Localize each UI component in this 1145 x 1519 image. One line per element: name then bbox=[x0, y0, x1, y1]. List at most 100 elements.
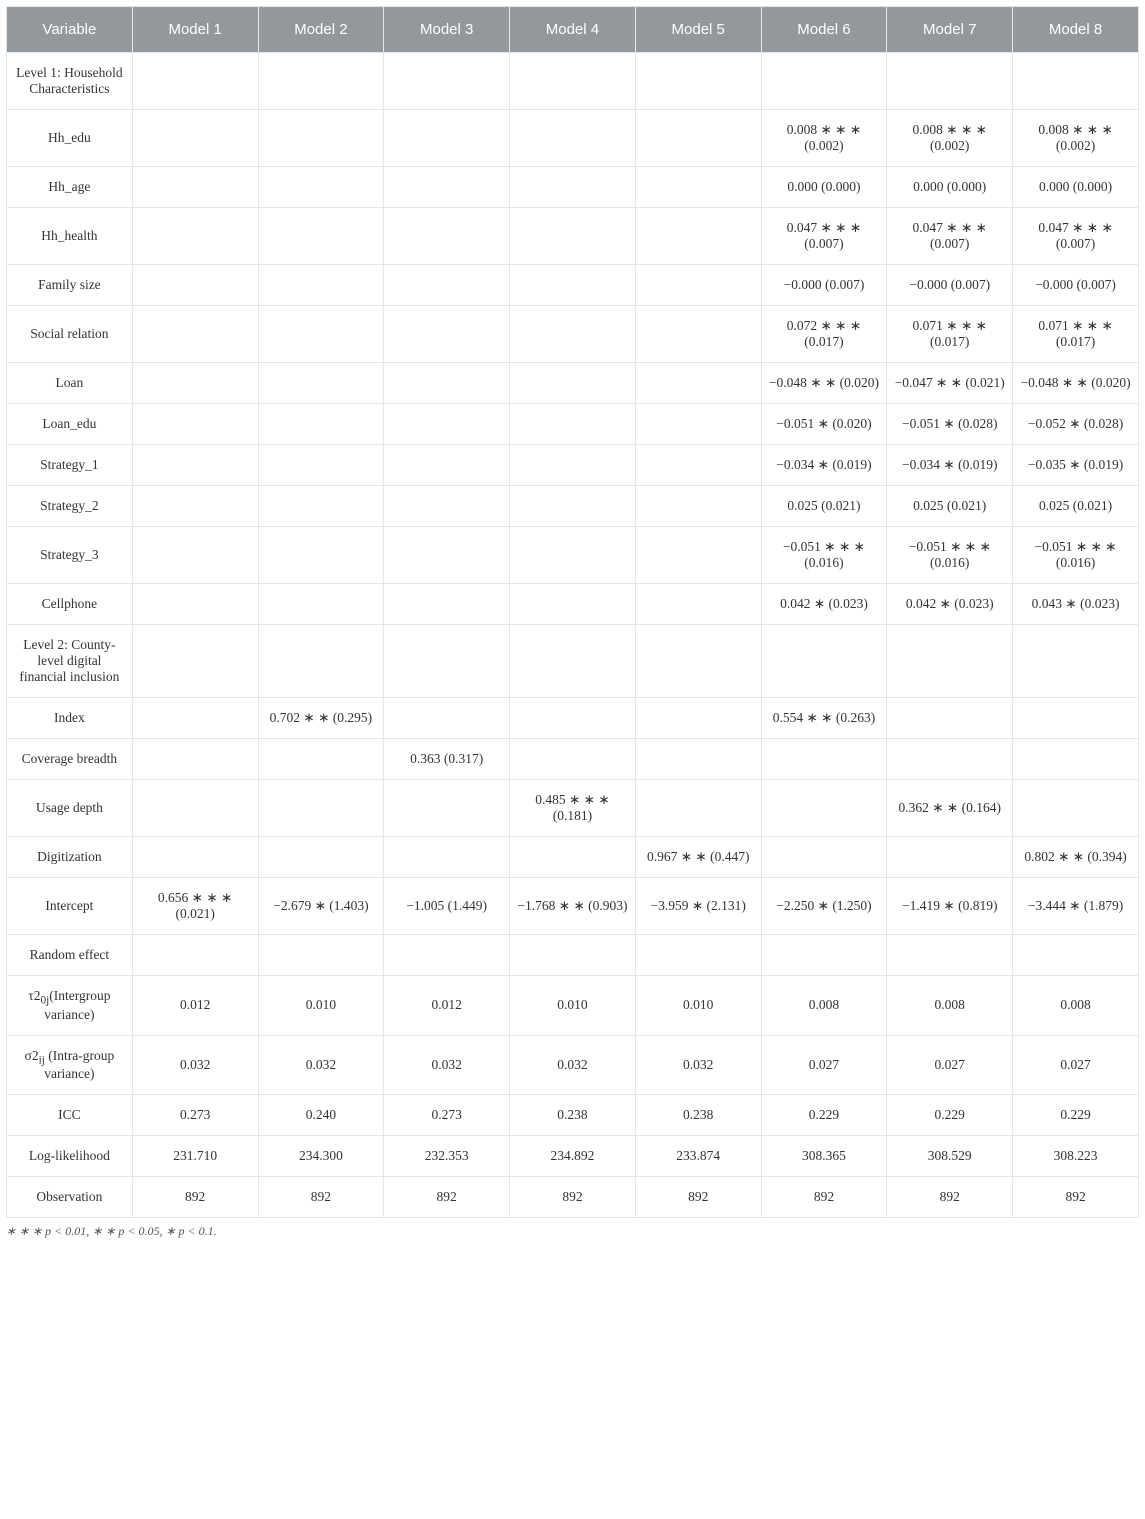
cell-value: −0.047 ∗ ∗ (0.021) bbox=[887, 363, 1013, 404]
cell-value: 0.032 bbox=[258, 1035, 384, 1095]
cell-value: 0.008 ∗ ∗ ∗ (0.002) bbox=[761, 110, 887, 167]
cell-value: 0.008 bbox=[1013, 976, 1139, 1036]
cell-value: 0.032 bbox=[510, 1035, 636, 1095]
cell-value bbox=[258, 486, 384, 527]
table-row: Log-likelihood231.710234.300232.353234.8… bbox=[7, 1136, 1139, 1177]
table-row: Strategy_3−0.051 ∗ ∗ ∗ (0.016)−0.051 ∗ ∗… bbox=[7, 527, 1139, 584]
cell-value bbox=[258, 739, 384, 780]
cell-value bbox=[510, 739, 636, 780]
cell-value: 0.238 bbox=[510, 1095, 636, 1136]
cell-value bbox=[887, 698, 1013, 739]
cell-value: −3.959 ∗ (2.131) bbox=[635, 878, 761, 935]
cell-value: 0.012 bbox=[384, 976, 510, 1036]
cell-value: −0.051 ∗ ∗ ∗ (0.016) bbox=[761, 527, 887, 584]
cell-value: −0.000 (0.007) bbox=[887, 265, 1013, 306]
cell-value bbox=[510, 306, 636, 363]
cell-value bbox=[258, 780, 384, 837]
cell-value: 0.027 bbox=[761, 1035, 887, 1095]
cell-value bbox=[1013, 935, 1139, 976]
row-label: Strategy_1 bbox=[7, 445, 133, 486]
row-label: Strategy_2 bbox=[7, 486, 133, 527]
cell-value: 0.032 bbox=[132, 1035, 258, 1095]
cell-value bbox=[761, 837, 887, 878]
row-label: Observation bbox=[7, 1177, 133, 1218]
cell-value: 0.802 ∗ ∗ (0.394) bbox=[1013, 837, 1139, 878]
cell-value bbox=[384, 167, 510, 208]
cell-value bbox=[635, 527, 761, 584]
cell-value: 0.047 ∗ ∗ ∗ (0.007) bbox=[1013, 208, 1139, 265]
col-model-8: Model 8 bbox=[1013, 7, 1139, 53]
cell-value: 892 bbox=[887, 1177, 1013, 1218]
cell-value: −0.034 ∗ (0.019) bbox=[887, 445, 1013, 486]
table-row: Level 1: Household Characteristics bbox=[7, 53, 1139, 110]
cell-value bbox=[132, 363, 258, 404]
cell-value bbox=[384, 935, 510, 976]
cell-value bbox=[635, 780, 761, 837]
cell-value bbox=[258, 265, 384, 306]
cell-value bbox=[635, 363, 761, 404]
cell-value bbox=[635, 167, 761, 208]
cell-value: 231.710 bbox=[132, 1136, 258, 1177]
cell-value bbox=[384, 445, 510, 486]
table-row: Strategy_20.025 (0.021)0.025 (0.021)0.02… bbox=[7, 486, 1139, 527]
cell-value bbox=[635, 739, 761, 780]
cell-value bbox=[510, 404, 636, 445]
cell-value bbox=[510, 208, 636, 265]
cell-value bbox=[132, 404, 258, 445]
cell-value: 0.000 (0.000) bbox=[761, 167, 887, 208]
regression-table: VariableModel 1Model 2Model 3Model 4Mode… bbox=[6, 6, 1139, 1218]
cell-value: 0.025 (0.021) bbox=[1013, 486, 1139, 527]
cell-value bbox=[510, 486, 636, 527]
cell-value bbox=[384, 527, 510, 584]
cell-value bbox=[258, 363, 384, 404]
cell-value: 232.353 bbox=[384, 1136, 510, 1177]
row-label: Cellphone bbox=[7, 584, 133, 625]
cell-value: 892 bbox=[258, 1177, 384, 1218]
col-model-3: Model 3 bbox=[384, 7, 510, 53]
cell-value bbox=[761, 935, 887, 976]
table-row: ICC0.2730.2400.2730.2380.2380.2290.2290.… bbox=[7, 1095, 1139, 1136]
cell-value: 0.363 (0.317) bbox=[384, 739, 510, 780]
cell-value: −0.051 ∗ (0.028) bbox=[887, 404, 1013, 445]
cell-value bbox=[510, 167, 636, 208]
cell-value: 0.229 bbox=[1013, 1095, 1139, 1136]
cell-value bbox=[510, 265, 636, 306]
cell-value bbox=[132, 208, 258, 265]
cell-value bbox=[132, 265, 258, 306]
cell-value bbox=[258, 110, 384, 167]
cell-value bbox=[132, 53, 258, 110]
cell-value bbox=[132, 780, 258, 837]
cell-value bbox=[384, 625, 510, 698]
cell-value bbox=[510, 445, 636, 486]
row-label: Loan_edu bbox=[7, 404, 133, 445]
cell-value bbox=[132, 935, 258, 976]
cell-value: −0.052 ∗ (0.028) bbox=[1013, 404, 1139, 445]
col-model-4: Model 4 bbox=[510, 7, 636, 53]
table-footnote: ∗ ∗ ∗ p < 0.01, ∗ ∗ p < 0.05, ∗ p < 0.1. bbox=[6, 1224, 1139, 1239]
table-row: Hh_age0.000 (0.000)0.000 (0.000)0.000 (0… bbox=[7, 167, 1139, 208]
cell-value bbox=[384, 780, 510, 837]
cell-value bbox=[258, 306, 384, 363]
cell-value bbox=[635, 445, 761, 486]
cell-value bbox=[510, 110, 636, 167]
cell-value: 0.010 bbox=[258, 976, 384, 1036]
col-model-2: Model 2 bbox=[258, 7, 384, 53]
cell-value bbox=[635, 306, 761, 363]
cell-value: −0.000 (0.007) bbox=[761, 265, 887, 306]
cell-value: 0.008 ∗ ∗ ∗ (0.002) bbox=[887, 110, 1013, 167]
cell-value: 0.027 bbox=[1013, 1035, 1139, 1095]
cell-value bbox=[258, 167, 384, 208]
cell-value: −0.048 ∗ ∗ (0.020) bbox=[761, 363, 887, 404]
cell-value bbox=[258, 625, 384, 698]
cell-value: 0.032 bbox=[635, 1035, 761, 1095]
row-label: Log-likelihood bbox=[7, 1136, 133, 1177]
cell-value bbox=[132, 527, 258, 584]
cell-value: 0.010 bbox=[635, 976, 761, 1036]
col-model-6: Model 6 bbox=[761, 7, 887, 53]
cell-value: 0.000 (0.000) bbox=[1013, 167, 1139, 208]
cell-value: 0.238 bbox=[635, 1095, 761, 1136]
cell-value: −0.051 ∗ ∗ ∗ (0.016) bbox=[887, 527, 1013, 584]
table-row: σ2ij (Intra-group variance)0.0320.0320.0… bbox=[7, 1035, 1139, 1095]
cell-value: 234.300 bbox=[258, 1136, 384, 1177]
cell-value: 0.229 bbox=[887, 1095, 1013, 1136]
